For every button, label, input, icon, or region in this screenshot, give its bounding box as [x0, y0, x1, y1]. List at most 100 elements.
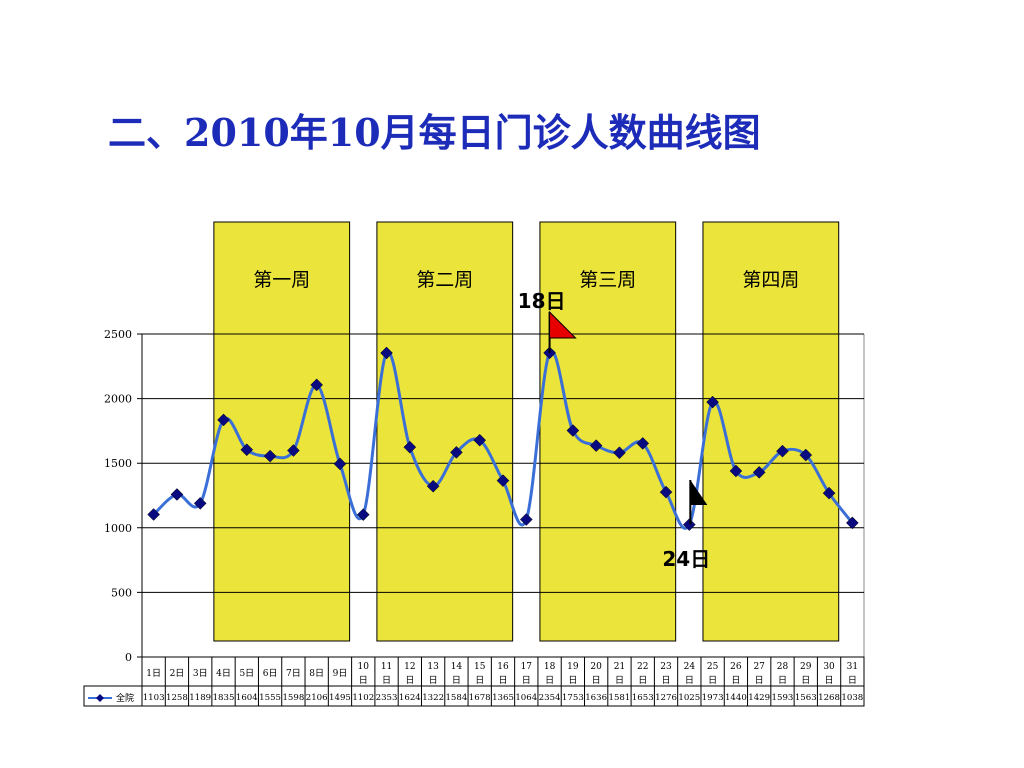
x-tick-label: 18 日 [544, 662, 556, 686]
data-point-9日 [333, 457, 347, 471]
data-point-10日 [356, 508, 370, 521]
data-label: 1835 [213, 693, 235, 703]
x-tick-label: 14 日 [451, 662, 463, 686]
data-label: 1064 [515, 693, 537, 703]
data-label: 1678 [469, 693, 491, 703]
data-point-5日 [240, 443, 254, 457]
data-label: 2353 [376, 693, 398, 703]
x-tick-label: 21 日 [614, 662, 625, 686]
week-label-1: 第一周 [253, 269, 310, 291]
data-label: 1429 [748, 693, 770, 703]
x-tick-label: 5日 [239, 668, 254, 679]
y-tick-label: 1500 [104, 457, 132, 470]
data-label: 1365 [492, 693, 514, 703]
data-label: 1563 [795, 693, 817, 703]
y-tick-label: 1000 [104, 522, 132, 535]
data-point-15日 [473, 433, 487, 447]
data-label: 1322 [422, 693, 444, 703]
data-label: 1038 [841, 693, 863, 703]
data-point-27日 [752, 466, 766, 479]
data-point-22日 [636, 437, 650, 450]
x-tick-label: 26 日 [730, 662, 742, 686]
data-label: 1268 [818, 693, 840, 703]
low-label: 24日 [662, 547, 710, 571]
y-tick-label: 2000 [104, 393, 132, 406]
data-label: 1624 [399, 693, 421, 703]
x-tick-label: 23 日 [660, 662, 672, 686]
x-tick-label: 10 日 [358, 662, 370, 686]
data-point-20日 [589, 439, 603, 452]
week-bands: 第一周 第二周 第三周 第四周 [213, 221, 840, 642]
data-label: 1753 [562, 693, 584, 703]
data-label: 1103 [143, 693, 165, 703]
x-tick-label: 11 日 [381, 662, 392, 686]
x-tick-label: 1日 [146, 668, 161, 679]
data-point-8日 [310, 378, 324, 392]
x-tick-label: 17 日 [521, 662, 533, 686]
data-label: 1555 [259, 693, 281, 703]
data-point-3日 [193, 497, 207, 510]
x-tick-label: 7日 [286, 668, 301, 679]
data-point-12日 [403, 440, 417, 454]
x-tick-label: 29 日 [800, 662, 812, 686]
data-point-13日 [426, 479, 440, 493]
week-band-3 [539, 221, 677, 642]
x-tick-label: 4日 [216, 668, 231, 679]
data-point-6日 [263, 449, 277, 463]
data-label: 1258 [166, 693, 188, 703]
x-tick-label: 22 日 [637, 662, 648, 686]
data-label: 1495 [329, 693, 351, 703]
data-point-14日 [450, 445, 463, 459]
page-title: 二、2010年10月每日门诊人数曲线图 [108, 110, 761, 155]
x-tick-label: 20 日 [590, 662, 602, 686]
x-tick-label: 3日 [193, 668, 208, 679]
data-label: 1025 [678, 693, 700, 703]
x-tick-label: 19 日 [567, 662, 579, 686]
legend-marker-icon [96, 694, 104, 702]
data-point-2日 [170, 488, 184, 501]
data-point-25日 [706, 395, 719, 409]
data-label: 1276 [655, 693, 677, 703]
x-tick-label: 25 日 [707, 662, 719, 686]
x-tick-label: 31 日 [847, 662, 858, 686]
x-tick-label: 2日 [170, 668, 185, 679]
y-tick-label: 2500 [104, 328, 132, 341]
week-band-2 [376, 221, 514, 642]
data-label: 1973 [702, 693, 724, 703]
data-point-17日 [519, 513, 533, 526]
data-label: 1593 [772, 693, 794, 703]
data-label: 1598 [282, 693, 304, 703]
week-label-3: 第三周 [579, 269, 636, 291]
x-tick-label: 28 日 [777, 662, 789, 686]
y-tick-label: 500 [111, 586, 132, 599]
x-tick-label: 24 日 [684, 662, 696, 686]
x-tick-label: 13 日 [427, 662, 439, 686]
y-axis: 0 500 1000 1500 2000 2500 [104, 328, 132, 664]
data-point-21日 [613, 446, 626, 460]
data-label: 1581 [609, 693, 631, 703]
data-label: 1440 [725, 693, 747, 703]
x-tick-label: 27 日 [753, 662, 765, 686]
data-point-7日 [287, 444, 300, 457]
data-point-1日 [147, 508, 160, 521]
data-point-26日 [729, 464, 743, 478]
x-tick-label: 30 日 [823, 662, 835, 686]
data-label: 1584 [445, 693, 467, 703]
black-flag-icon [690, 480, 708, 505]
red-flag-icon [549, 310, 577, 339]
data-point-31日 [846, 516, 859, 530]
x-tick-label: 15 日 [474, 662, 486, 686]
x-tick-label: 12 日 [404, 662, 415, 686]
plot-frame [141, 334, 865, 657]
data-point-4日 [217, 413, 230, 427]
x-tick-label: 6日 [263, 668, 278, 679]
week-label-2: 第二周 [416, 269, 473, 291]
data-point-11日 [380, 346, 393, 360]
x-tick-label: 16 日 [497, 662, 509, 686]
series-markers [147, 346, 859, 531]
legend-series-name: 全院 [116, 692, 134, 704]
x-tick-label: 8日 [309, 668, 324, 679]
week-label-4: 第四周 [742, 269, 799, 291]
annotations: 18日 24日 [518, 289, 711, 571]
